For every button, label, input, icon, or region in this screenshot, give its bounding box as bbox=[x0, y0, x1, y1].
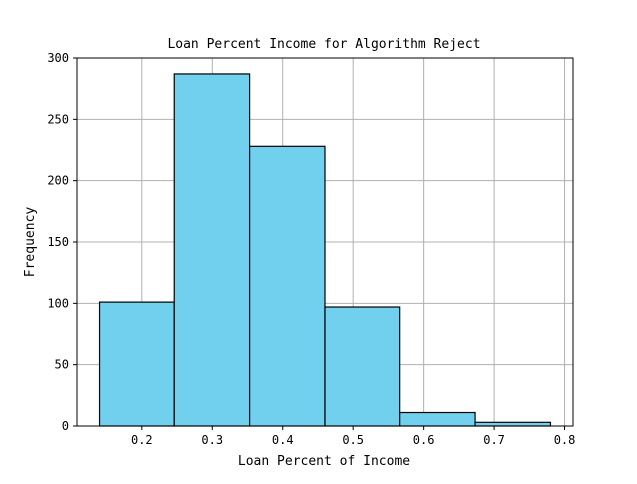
x-axis-label: Loan Percent of Income bbox=[238, 454, 410, 469]
histogram-bar bbox=[98, 301, 175, 427]
y-tick-label: 250 bbox=[47, 112, 69, 126]
y-tick-label: 0 bbox=[62, 419, 69, 433]
y-tick-label: 200 bbox=[47, 174, 69, 188]
y-tick-label: 300 bbox=[47, 51, 69, 65]
y-tick-label: 100 bbox=[47, 296, 69, 310]
histogram-bar bbox=[173, 73, 251, 427]
histogram-bars bbox=[98, 73, 552, 427]
histogram-bar bbox=[474, 421, 552, 427]
x-tick-label: 0.3 bbox=[201, 433, 223, 447]
y-tick-label: 50 bbox=[55, 358, 69, 372]
histogram-bar bbox=[249, 145, 326, 427]
axis-ticks: 0.2 0.3 0.4 0.5 0.6 0.7 0.8 0 50 100 150 200 250 300 bbox=[47, 51, 575, 447]
x-tick-label: 0.6 bbox=[413, 433, 435, 447]
chart-title: Loan Percent Income for Algorithm Reject bbox=[167, 37, 480, 52]
y-axis-label: Frequency bbox=[23, 207, 38, 278]
y-tick-label: 150 bbox=[47, 235, 69, 249]
histogram-bar bbox=[324, 306, 401, 427]
x-tick-label: 0.4 bbox=[272, 433, 294, 447]
x-tick-label: 0.7 bbox=[483, 433, 505, 447]
histogram-bar bbox=[399, 411, 476, 427]
x-tick-label: 0.8 bbox=[554, 433, 576, 447]
x-tick-label: 0.2 bbox=[131, 433, 153, 447]
x-tick-label: 0.5 bbox=[342, 433, 364, 447]
